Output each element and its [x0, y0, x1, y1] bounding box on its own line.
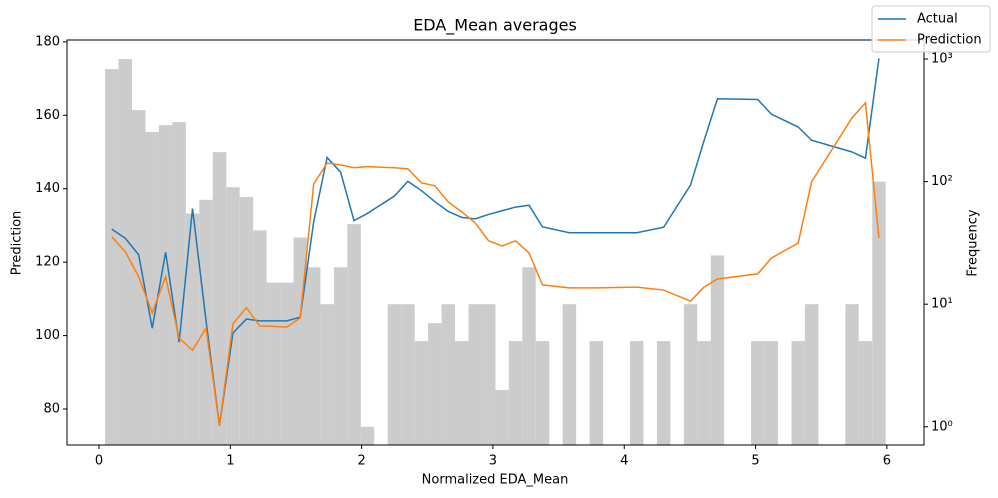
x-axis-label: Normalized EDA_Mean — [422, 473, 569, 488]
histogram-bar — [562, 304, 577, 445]
chart-title: EDA_Mean averages — [413, 16, 577, 36]
histogram-bar — [226, 187, 240, 445]
histogram-bar — [858, 341, 873, 445]
histogram-bar — [508, 341, 523, 445]
x-tick-label: 3 — [489, 454, 497, 469]
histogram-bar — [791, 341, 805, 445]
y2-tick-label: 10¹ — [931, 297, 953, 312]
plot-frame — [66, 39, 925, 446]
legend-label: Prediction — [917, 33, 982, 48]
histogram-bar — [845, 304, 859, 445]
histogram-bar — [468, 304, 482, 445]
histogram-bar — [656, 341, 671, 445]
line-series — [111, 101, 880, 426]
histogram-bar — [522, 267, 536, 445]
histogram-bar — [454, 341, 469, 445]
x-tick-label: 0 — [95, 454, 103, 469]
y2-axis-label: Frequency — [966, 209, 981, 276]
x-tick-label: 5 — [751, 454, 759, 469]
histogram-bar — [253, 230, 267, 445]
histogram-bar — [697, 341, 711, 445]
histogram-bar — [185, 213, 200, 445]
histogram-bar — [320, 304, 334, 445]
histogram-bar — [804, 304, 819, 445]
histogram-bar — [428, 323, 442, 445]
histogram-bar — [414, 341, 429, 445]
x-tick-label: 1 — [226, 454, 234, 469]
histogram-bar — [307, 267, 321, 445]
histogram-bar — [266, 282, 281, 445]
histogram-bar — [145, 131, 159, 446]
histogram-bar — [387, 304, 402, 445]
histogram-bar — [710, 255, 725, 445]
histogram-bar — [172, 122, 186, 445]
y2-tick-label: 10⁰ — [931, 419, 953, 434]
legend-label: Actual — [917, 12, 958, 27]
y-tick-label: 80 — [43, 402, 60, 417]
x-tick-label: 2 — [357, 454, 365, 469]
y-tick-label: 100 — [35, 328, 60, 343]
histogram-bar — [630, 341, 644, 445]
histogram-bar — [589, 341, 604, 445]
histogram-bar — [105, 69, 119, 445]
histogram-bar — [401, 304, 415, 445]
histogram-bar — [347, 224, 361, 445]
y2-tick-label: 10² — [931, 174, 953, 189]
histogram-bar — [683, 304, 698, 445]
histogram-bar — [441, 304, 455, 445]
y2-tick-label: 10³ — [931, 52, 953, 67]
histogram-bar — [333, 267, 348, 445]
histogram-bar — [872, 181, 886, 445]
histogram-bar — [481, 304, 496, 445]
histogram-bar — [535, 341, 550, 445]
y-tick-label: 180 — [35, 34, 60, 49]
y-tick-label: 120 — [35, 255, 60, 270]
histogram-bar — [158, 125, 173, 445]
histogram-bar — [751, 341, 765, 445]
legend: Actual Prediction — [871, 5, 991, 53]
y-tick-label: 140 — [35, 181, 60, 196]
histogram-bar — [764, 341, 778, 445]
histogram-bar — [239, 196, 254, 445]
histogram-bar — [280, 282, 294, 445]
histogram-bar — [495, 389, 509, 445]
histogram-bar — [212, 152, 227, 445]
histogram-bar — [360, 426, 375, 445]
x-tick-label: 4 — [620, 454, 628, 469]
x-tick-label: 6 — [883, 454, 891, 469]
y-axis-label: Prediction — [10, 211, 25, 276]
y-tick-label: 160 — [35, 108, 60, 123]
